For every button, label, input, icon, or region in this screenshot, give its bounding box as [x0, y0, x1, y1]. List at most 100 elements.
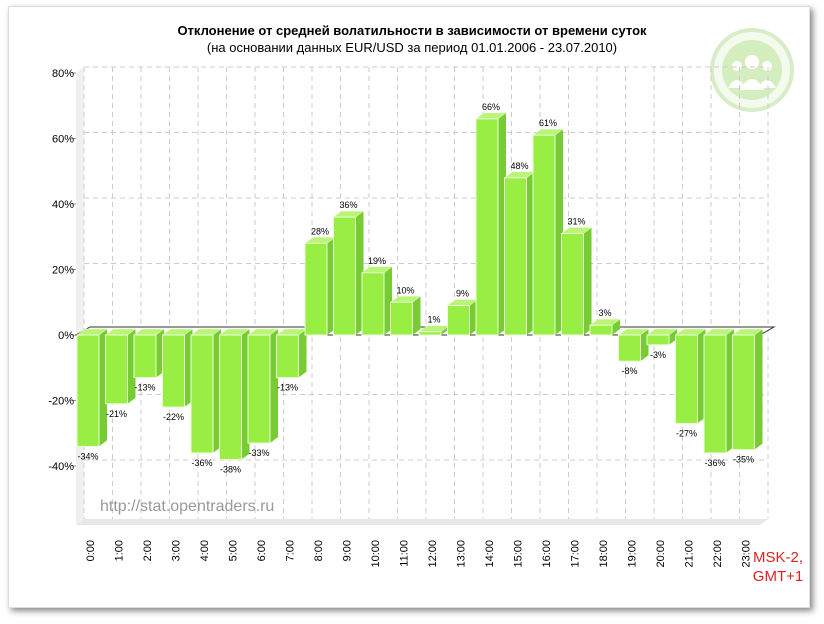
y-tick-label: -20% — [48, 396, 74, 408]
bar — [361, 272, 385, 336]
bar — [447, 305, 470, 336]
x-tick-label: 20:00 — [655, 540, 667, 568]
bar — [162, 334, 185, 408]
data-label: -13% — [277, 383, 298, 393]
bar — [732, 334, 755, 451]
data-label: -36% — [191, 458, 212, 468]
bar-21:00: -27% — [674, 328, 707, 438]
data-label: -13% — [134, 383, 155, 393]
bar — [675, 334, 698, 424]
data-label: -33% — [248, 448, 269, 458]
bar-side — [669, 329, 677, 345]
bar-0:00: -34% — [76, 328, 108, 461]
bar — [646, 334, 670, 346]
x-tick-label: 22:00 — [712, 540, 724, 568]
bar — [219, 334, 242, 460]
x-tick-label: 2:00 — [142, 540, 154, 561]
x-tick-label: 23:00 — [741, 540, 753, 568]
bar-23:00: -35% — [731, 328, 764, 465]
x-tick-label: 11:00 — [399, 540, 411, 567]
bar-20:00: -3% — [646, 328, 678, 360]
timezone-note-line1: MSK-2, — [753, 549, 803, 566]
bar-13:00: 9% — [446, 289, 479, 336]
watermark: http://stat.opentraders.ru — [100, 498, 274, 515]
timezone-note-line2: GMT+1 — [753, 568, 803, 585]
bar — [390, 301, 413, 336]
bar-8:00: 28% — [304, 226, 336, 336]
data-label: 36% — [339, 200, 357, 210]
x-tick-label: 12:00 — [427, 540, 439, 568]
bar-side — [754, 329, 763, 450]
bar-15:00: 48% — [503, 161, 536, 336]
x-tick-label: 21:00 — [684, 540, 696, 568]
data-label: 31% — [567, 216, 585, 226]
bar-14:00: 66% — [475, 102, 507, 336]
bar — [76, 334, 100, 447]
x-tick-label: 8:00 — [313, 540, 325, 561]
bar — [504, 177, 527, 336]
x-tick-label: 4:00 — [199, 540, 211, 561]
bar — [133, 334, 157, 379]
bar — [589, 324, 613, 336]
bar — [475, 118, 499, 336]
y-tick-label: 60% — [52, 134, 74, 146]
bar-5:00: -38% — [218, 328, 251, 474]
chart-title: Отклонение от средней волатильности в за… — [177, 23, 647, 38]
bar-9:00: 36% — [332, 200, 365, 336]
data-label: 28% — [311, 226, 329, 236]
data-label: 10% — [396, 285, 414, 295]
x-tick-label: 16:00 — [541, 540, 553, 568]
bar-6:00: -33% — [247, 328, 279, 458]
x-tick-label: 3:00 — [171, 540, 183, 561]
logo-icon — [710, 28, 794, 112]
x-tick-label: 18:00 — [598, 540, 610, 568]
bar-3:00: -22% — [161, 328, 194, 422]
bar-16:00: 61% — [532, 118, 564, 336]
bar — [247, 334, 271, 444]
chart-subtitle: (на основании данных EUR/USD за период 0… — [207, 40, 617, 55]
bar-4:00: -36% — [190, 328, 222, 468]
x-tick-label: 1:00 — [114, 540, 126, 561]
bar — [333, 216, 356, 336]
x-tick-label: 15:00 — [513, 540, 525, 568]
y-tick-label: 20% — [52, 265, 74, 277]
x-tick-label: 10:00 — [370, 540, 382, 568]
bar-19:00: -8% — [617, 328, 650, 376]
bar — [703, 334, 727, 454]
data-label: -34% — [77, 451, 98, 461]
bar-18:00: 3% — [589, 308, 621, 336]
bar — [418, 331, 442, 336]
bar-17:00: 31% — [560, 216, 593, 336]
bar-side — [298, 329, 307, 378]
data-label: -8% — [621, 366, 637, 376]
bar-side — [583, 227, 592, 335]
bar — [190, 334, 214, 454]
y-tick-label: -40% — [48, 461, 74, 473]
x-tick-label: 9:00 — [342, 540, 354, 561]
x-tick-label: 19:00 — [627, 540, 639, 568]
x-tick-label: 13:00 — [456, 540, 468, 568]
bar-22:00: -36% — [703, 328, 735, 468]
floor — [76, 518, 768, 525]
x-tick-label: 5:00 — [228, 540, 240, 561]
data-label: -22% — [163, 412, 184, 422]
bar-side — [412, 296, 421, 335]
data-label: -38% — [220, 464, 241, 474]
bar — [276, 334, 299, 379]
bar-11:00: 10% — [389, 285, 422, 336]
data-label: -3% — [650, 350, 666, 360]
bar — [532, 134, 556, 336]
bar — [561, 232, 584, 336]
bar-side — [612, 319, 620, 335]
y-tick-label: 40% — [52, 199, 74, 211]
data-label: 3% — [598, 308, 611, 318]
y-tick-label: 0% — [58, 330, 74, 342]
x-tick-label: 17:00 — [570, 540, 582, 568]
data-label: -35% — [733, 455, 754, 465]
bar — [304, 242, 328, 336]
bar-10:00: 19% — [361, 256, 393, 336]
data-label: 48% — [510, 161, 528, 171]
data-label: -36% — [704, 458, 725, 468]
data-label: 61% — [539, 118, 557, 128]
